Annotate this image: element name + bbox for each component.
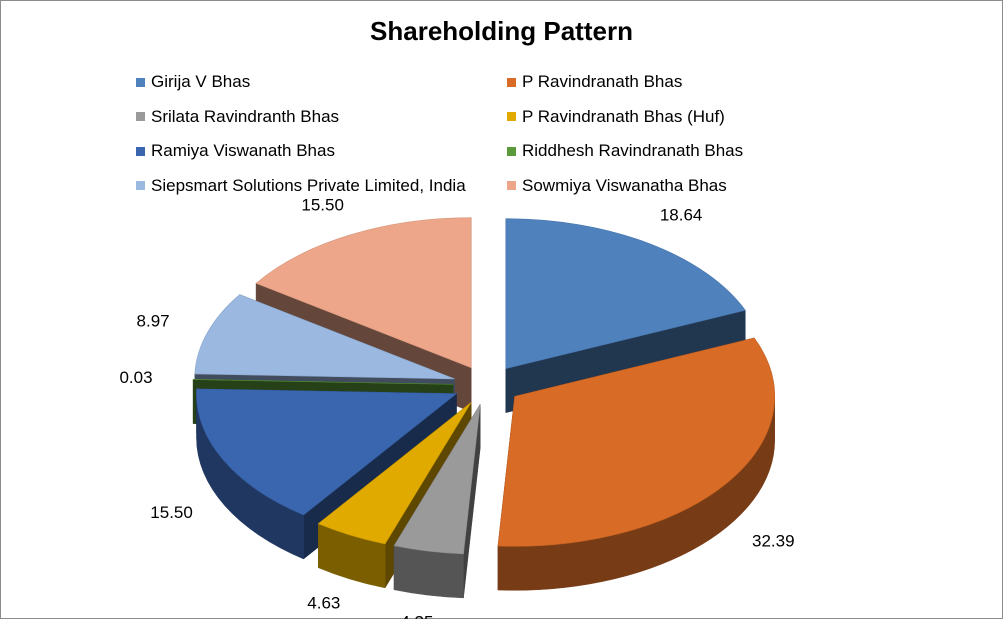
legend-label: Srilata Ravindranth Bhas [151,106,340,126]
data-label: 18.64 [660,206,703,225]
data-label: 4.35 [400,613,433,619]
legend-label: Ramiya Viswanath Bhas [151,141,335,160]
legend-item: Ramiya Viswanath Bhas [136,141,335,161]
pie-slice [317,402,472,545]
legend-item: Srilata Ravindranth Bhas [136,107,339,127]
legend-swatch [136,146,145,156]
legend-label: Girija V Bhas [151,72,251,91]
legend-label: Siepsmart Solutions Private Limited, Ind… [151,175,466,195]
pie-slice [192,379,454,385]
pie-slice [497,337,776,547]
legend-swatch [136,112,145,121]
pie-slice [196,388,458,516]
legend-label: P Ravindranath Bhas [522,72,683,91]
legend-item: P Ravindranath Bhas (Huf) [507,107,725,127]
legend-label: P Ravindranath Bhas (Huf) [522,106,725,126]
data-label: 0.03 [119,368,152,387]
pie-slice [393,404,481,555]
legend-swatch [507,77,516,87]
legend-swatch [136,77,145,87]
legend-item: Girija V Bhas [136,72,250,92]
data-label: 32.39 [752,531,795,550]
data-label: 4.63 [307,594,340,613]
pie-slice [505,218,746,370]
data-label: 8.97 [137,312,170,331]
legend-swatch [507,112,516,121]
legend-swatch [507,146,516,156]
pie-slice [255,217,472,369]
legend-label: Sowmiya Viswanatha Bhas [522,175,727,195]
legend-item: Riddhesh Ravindranath Bhas [507,141,743,161]
chart-title: Shareholding Pattern [370,16,633,46]
legend-swatch [136,181,145,190]
data-label: 15.50 [301,195,344,214]
legend-item: P Ravindranath Bhas [507,72,682,92]
legend-item: Siepsmart Solutions Private Limited, Ind… [136,176,466,196]
pie-slice [194,294,455,380]
data-label: 15.50 [150,503,193,522]
legend-item: Sowmiya Viswanatha Bhas [507,176,727,196]
legend-label: Riddhesh Ravindranath Bhas [522,141,744,160]
legend-swatch [507,181,516,190]
